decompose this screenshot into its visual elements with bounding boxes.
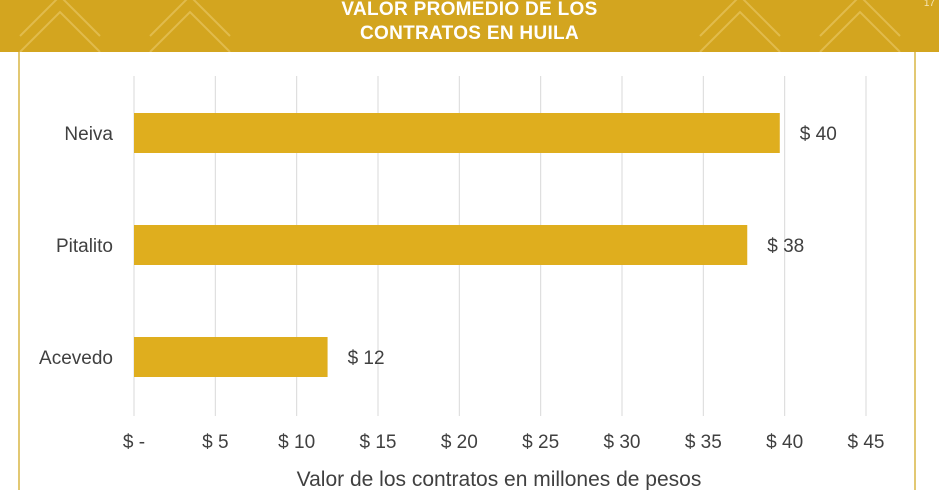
frame-left-border [18, 52, 20, 490]
x-tick-label: $ 15 [360, 432, 397, 453]
bar-acevedo [134, 337, 328, 377]
frame-right-border [914, 52, 916, 490]
x-tick-label: $ 45 [848, 432, 885, 453]
bar-neiva [134, 113, 780, 153]
chart-title-line2: CONTRATOS EN HUILA [360, 23, 579, 44]
x-tick-label: $ 25 [522, 432, 559, 453]
chart-title-line1: VALOR PROMEDIO DE LOS [341, 0, 598, 20]
x-tick-label: $ - [123, 432, 145, 453]
x-tick-label: $ 35 [685, 432, 722, 453]
page-number: 17 [923, 0, 935, 9]
y-category-label: Acevedo [39, 348, 113, 369]
x-axis-label: Valor de los contratos en millones de pe… [297, 468, 702, 490]
data-label: $ 40 [800, 124, 837, 145]
x-tick-label: $ 20 [441, 432, 478, 453]
x-tick-label: $ 30 [604, 432, 641, 453]
chevron-pattern-decoration [19, 0, 901, 52]
y-category-label: Neiva [64, 124, 113, 145]
x-tick-label: $ 5 [202, 432, 228, 453]
x-tick-label: $ 40 [766, 432, 803, 453]
y-category-label: Pitalito [56, 236, 113, 257]
title-banner: VALOR PROMEDIO DE LOS CONTRATOS EN HUILA… [0, 0, 939, 52]
data-label: $ 38 [767, 236, 804, 257]
x-tick-label: $ 10 [278, 432, 315, 453]
data-label: $ 12 [348, 348, 385, 369]
bar-pitalito [134, 225, 748, 265]
